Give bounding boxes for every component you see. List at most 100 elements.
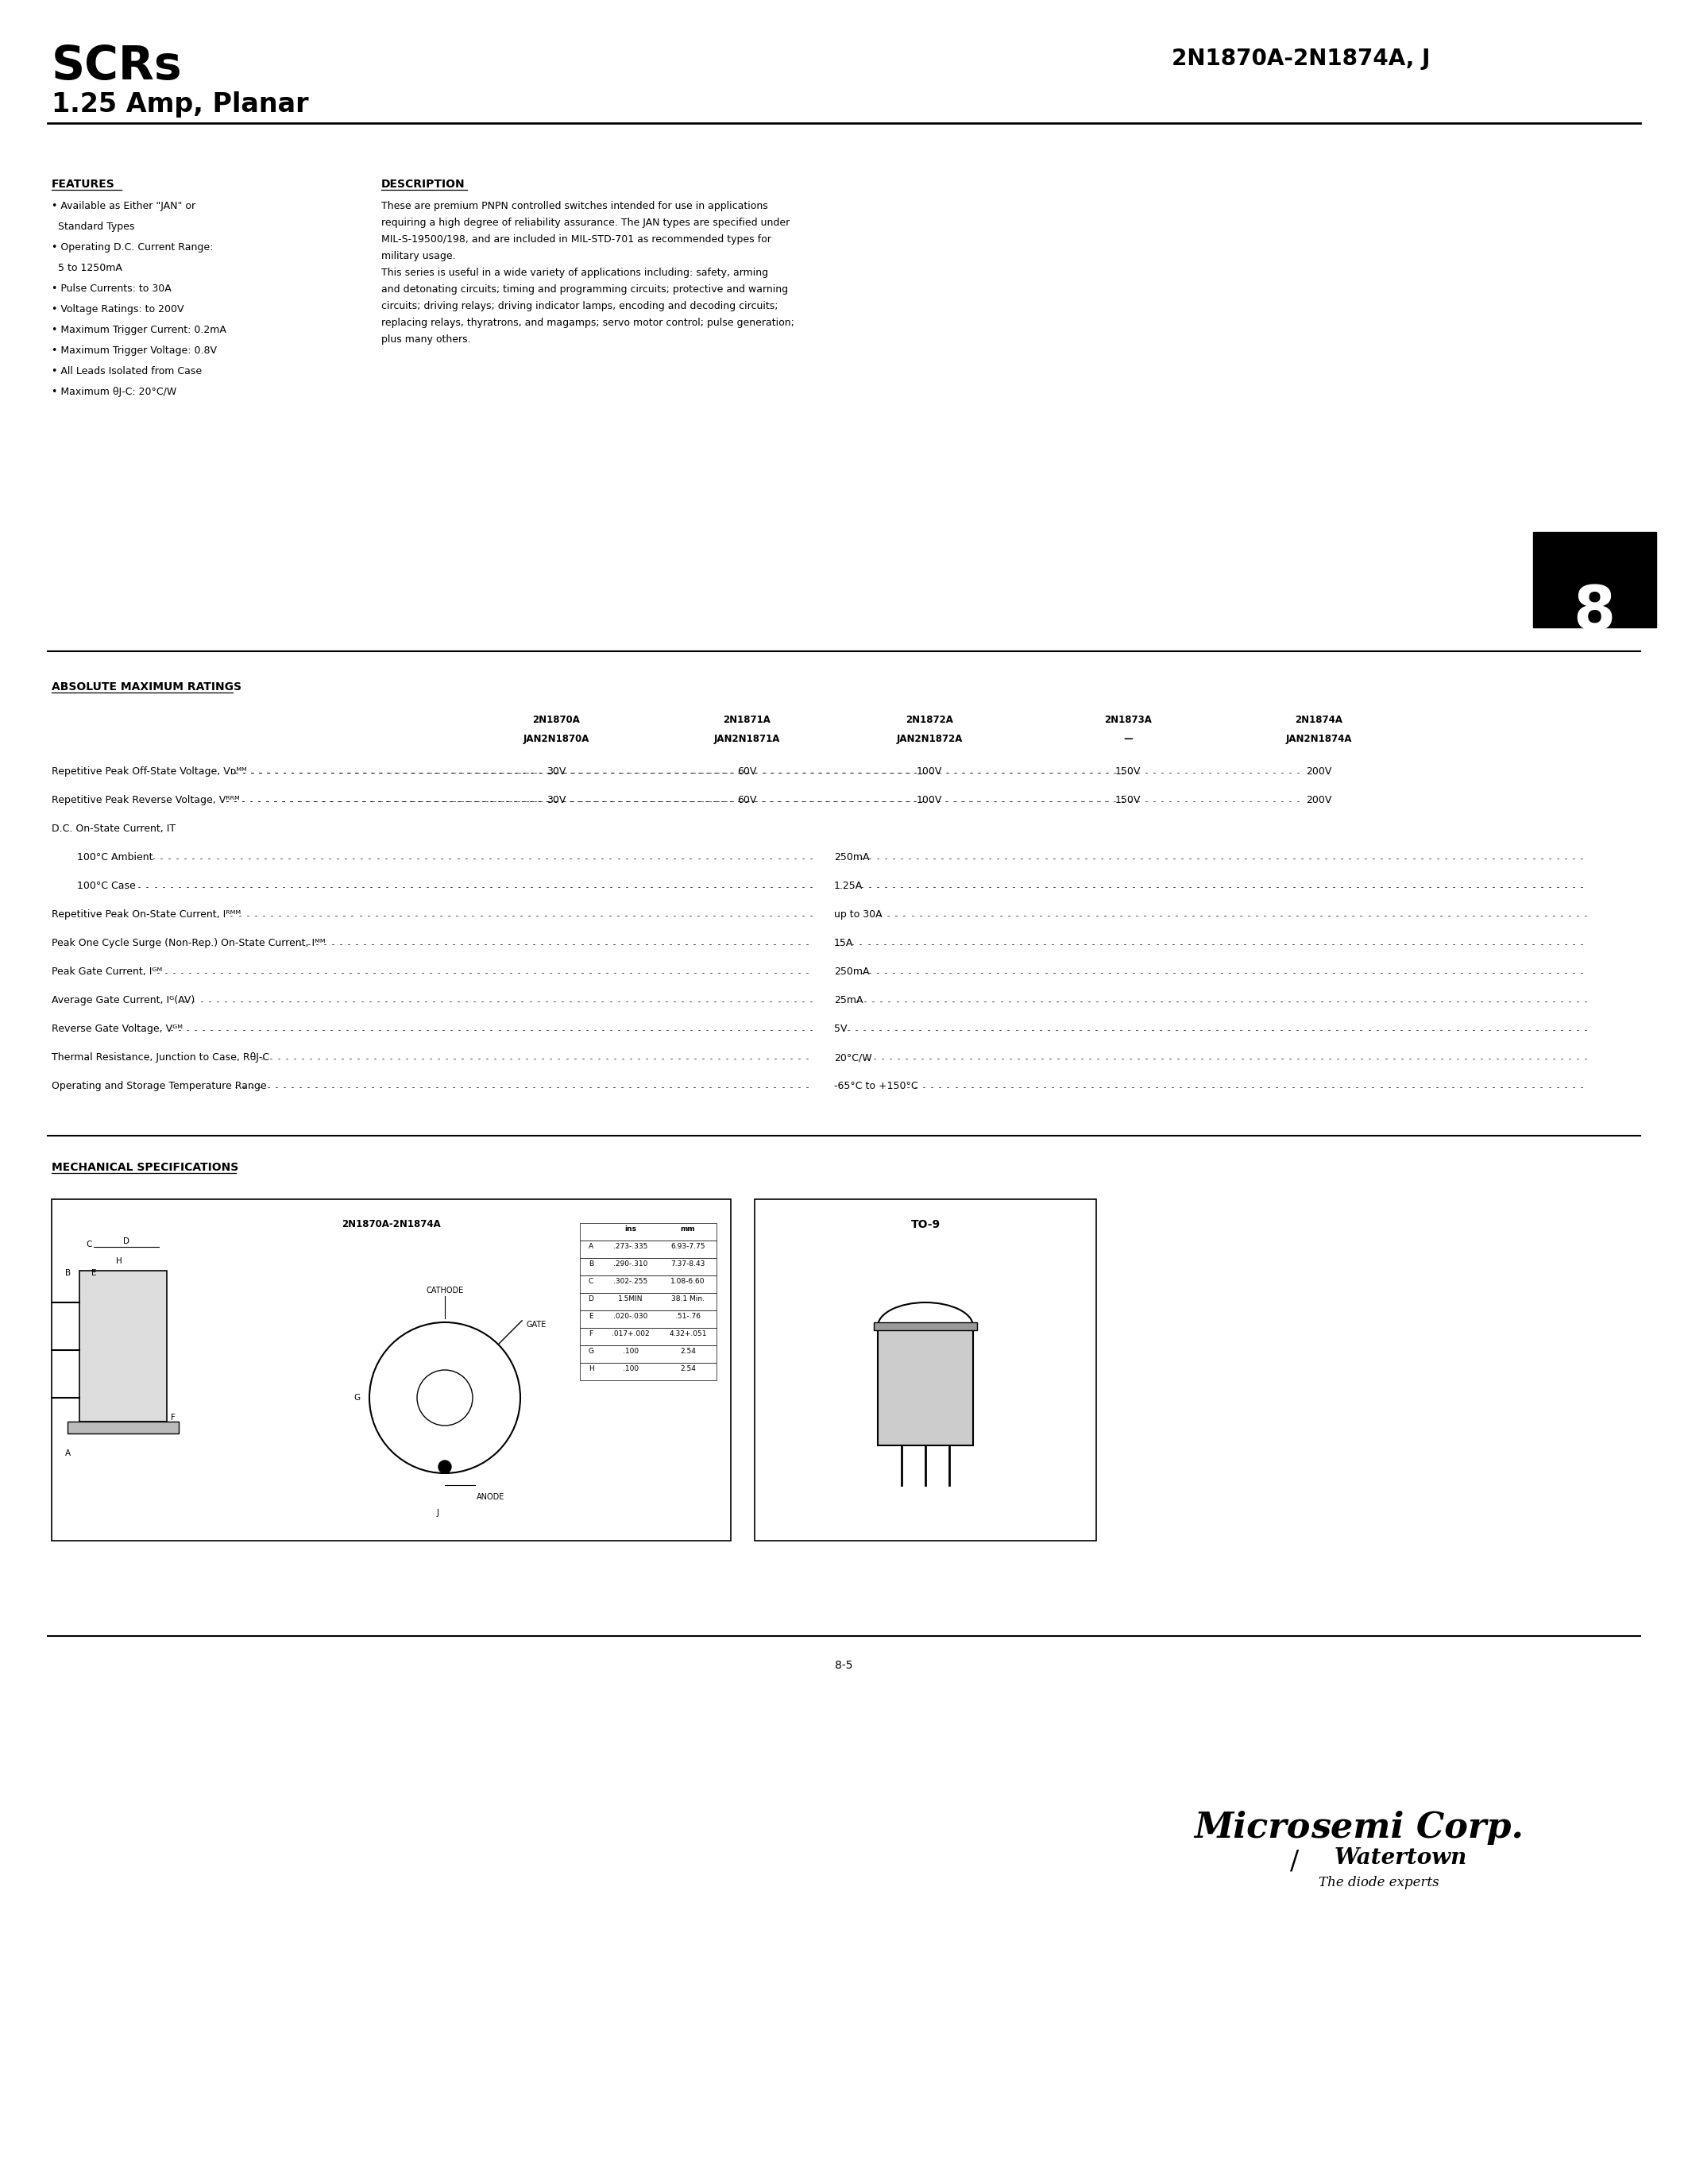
Text: .273-.335: .273-.335 [613, 1243, 648, 1249]
Text: 200V: 200V [1307, 767, 1332, 778]
Text: .017+.002: .017+.002 [611, 1330, 650, 1337]
Text: 8-5: 8-5 [834, 1660, 852, 1671]
Text: 4.32+.051: 4.32+.051 [668, 1330, 707, 1337]
Text: D.C. On-State Current, IT: D.C. On-State Current, IT [52, 823, 176, 834]
Text: 1.25 Amp, Planar: 1.25 Amp, Planar [52, 92, 309, 118]
Text: SCRs: SCRs [52, 44, 182, 90]
Bar [581, 1310, 716, 1328]
Bar [581, 1223, 716, 1241]
Text: 30V: 30V [547, 767, 565, 778]
Text: JAN2N1872A: JAN2N1872A [896, 734, 962, 745]
Text: 100°C Case: 100°C Case [52, 880, 135, 891]
Text: 6.93-7.75: 6.93-7.75 [670, 1243, 706, 1249]
Bar [581, 1241, 716, 1258]
Text: F: F [170, 1413, 176, 1422]
Text: E: E [589, 1313, 592, 1319]
Text: C: C [86, 1241, 91, 1249]
Text: 2.54: 2.54 [680, 1365, 695, 1372]
Text: plus many others.: plus many others. [381, 334, 471, 345]
Bar [581, 1293, 716, 1310]
Text: mm: mm [680, 1225, 695, 1232]
Text: Peak Gate Current, Iᴳᴹ: Peak Gate Current, Iᴳᴹ [52, 968, 162, 976]
Text: • Maximum θJ‑C: 20°C/W: • Maximum θJ‑C: 20°C/W [52, 387, 177, 397]
Text: These are premium PNPN controlled switches intended for use in applications: These are premium PNPN controlled switch… [381, 201, 768, 212]
Text: Repetitive Peak Off-State Voltage, Vᴅᴹᴹ: Repetitive Peak Off-State Voltage, Vᴅᴹᴹ [52, 767, 246, 778]
Text: circuits; driving relays; driving indicator lamps, encoding and decoding circuit: circuits; driving relays; driving indica… [381, 301, 778, 312]
Text: MIL-S-19500/198, and are included in MIL-STD-701 as recommended types for: MIL-S-19500/198, and are included in MIL… [381, 234, 771, 245]
Text: • Pulse Currents: to 30A: • Pulse Currents: to 30A [52, 284, 172, 295]
Text: requiring a high degree of reliability assurance. The JAN types are specified un: requiring a high degree of reliability a… [381, 218, 790, 227]
Text: • Operating D.C. Current Range:: • Operating D.C. Current Range: [52, 242, 213, 253]
Text: 30V: 30V [547, 795, 565, 806]
Text: 5 to 1250mA: 5 to 1250mA [52, 262, 122, 273]
Text: 100°C Ambient: 100°C Ambient [52, 852, 154, 863]
Text: and detonating circuits; timing and programming circuits; protective and warning: and detonating circuits; timing and prog… [381, 284, 788, 295]
Text: F: F [589, 1330, 592, 1337]
Text: 1.25A: 1.25A [834, 880, 863, 891]
Text: 200V: 200V [1307, 795, 1332, 806]
Text: 100V: 100V [917, 767, 942, 778]
Text: JAN2N1870A: JAN2N1870A [523, 734, 589, 745]
Text: 2N1870A: 2N1870A [532, 714, 581, 725]
Text: Micro: Micro [1195, 1811, 1310, 1845]
Bar [581, 1275, 716, 1293]
Text: military usage.: military usage. [381, 251, 456, 262]
Text: replacing relays, thyratrons, and magamps; servo motor control; pulse generation: replacing relays, thyratrons, and magamp… [381, 317, 795, 328]
Text: 250mA: 250mA [834, 968, 869, 976]
Text: 15A: 15A [834, 937, 854, 948]
Bar [52, 1199, 731, 1540]
Text: 38.1 Min.: 38.1 Min. [672, 1295, 704, 1302]
Text: .290-.310: .290-.310 [613, 1260, 648, 1267]
Text: ABSOLUTE MAXIMUM RATINGS: ABSOLUTE MAXIMUM RATINGS [52, 681, 241, 692]
Text: semi Corp.: semi Corp. [1310, 1811, 1524, 1845]
Text: 2N1874A: 2N1874A [1295, 714, 1342, 725]
Text: Thermal Resistance, Junction to Case, RθJ‑C: Thermal Resistance, Junction to Case, Rθ… [52, 1053, 270, 1064]
Text: • Voltage Ratings: to 200V: • Voltage Ratings: to 200V [52, 304, 184, 314]
Bar [581, 1345, 716, 1363]
Bar [581, 1363, 716, 1380]
Text: .100: .100 [623, 1348, 638, 1354]
Text: JAN2N1874A: JAN2N1874A [1286, 734, 1352, 745]
Text: /: / [1290, 1850, 1300, 1874]
Bar [68, 1422, 179, 1433]
Text: DESCRIPTION: DESCRIPTION [381, 179, 466, 190]
Text: GATE: GATE [527, 1321, 547, 1328]
Text: • Maximum Trigger Current: 0.2mA: • Maximum Trigger Current: 0.2mA [52, 325, 226, 334]
Text: FEATURES: FEATURES [52, 179, 115, 190]
Text: 7.37-8.43: 7.37-8.43 [670, 1260, 706, 1267]
Text: —: — [1123, 734, 1133, 745]
Text: ANODE: ANODE [476, 1494, 505, 1500]
Text: JAN2N1871A: JAN2N1871A [714, 734, 780, 745]
Text: 2N1870A-2N1874A, J: 2N1870A-2N1874A, J [1171, 48, 1430, 70]
Bar [1533, 533, 1656, 627]
Text: MECHANICAL SPECIFICATIONS: MECHANICAL SPECIFICATIONS [52, 1162, 238, 1173]
Text: The diode experts: The diode experts [1318, 1876, 1440, 1889]
Text: .020-.030: .020-.030 [613, 1313, 648, 1319]
Text: 1.5MIN: 1.5MIN [618, 1295, 643, 1302]
Text: 8: 8 [1573, 583, 1615, 642]
Text: • Maximum Trigger Voltage: 0.8V: • Maximum Trigger Voltage: 0.8V [52, 345, 216, 356]
Text: D: D [589, 1295, 594, 1302]
Text: G: G [587, 1348, 594, 1354]
Text: 20°C/W: 20°C/W [834, 1053, 873, 1064]
Bar [874, 1321, 977, 1330]
Text: ins: ins [625, 1225, 636, 1232]
Bar [79, 1271, 167, 1422]
Text: -65°C to +150°C: -65°C to +150°C [834, 1081, 918, 1092]
Text: H: H [116, 1258, 122, 1265]
Bar [755, 1199, 1096, 1540]
Text: TO-9: TO-9 [912, 1219, 940, 1230]
Text: Operating and Storage Temperature Range: Operating and Storage Temperature Range [52, 1081, 267, 1092]
Text: .302-.255: .302-.255 [613, 1278, 648, 1284]
Bar [878, 1326, 972, 1446]
Text: A: A [589, 1243, 594, 1249]
Text: 5V: 5V [834, 1024, 847, 1033]
Text: up to 30A: up to 30A [834, 909, 883, 919]
Text: D: D [123, 1238, 130, 1245]
Text: Watertown: Watertown [1335, 1848, 1467, 1870]
Text: • All Leads Isolated from Case: • All Leads Isolated from Case [52, 367, 203, 376]
Text: Standard Types: Standard Types [52, 221, 135, 232]
Text: 2N1872A: 2N1872A [905, 714, 954, 725]
Text: 2N1871A: 2N1871A [722, 714, 770, 725]
Text: A: A [66, 1450, 71, 1457]
